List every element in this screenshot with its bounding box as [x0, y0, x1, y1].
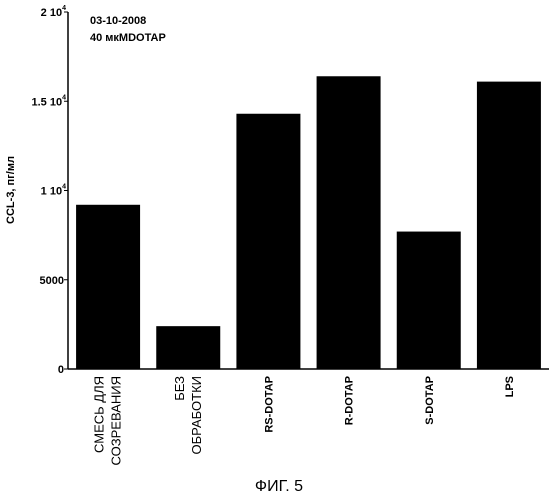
chart-annotation: 03-10-2008: [90, 15, 146, 27]
bar: [236, 114, 300, 369]
x-category-label: RS-DOTAP: [263, 376, 275, 433]
x-category-label: R-DOTAP: [344, 376, 356, 425]
y-axis-label: CCL-3, пг/мл: [5, 156, 17, 224]
bar: [477, 82, 541, 369]
bar: [317, 76, 381, 369]
x-category-label: ОБРАБОТКИ: [189, 376, 204, 454]
y-tick-label: 2 104: [41, 5, 66, 19]
y-tick-label: 1.5 104: [32, 94, 67, 108]
bar: [76, 205, 140, 369]
x-category-label: БЕЗ: [172, 376, 187, 401]
x-category-label: СМЕСЬ ДЛЯ: [92, 376, 107, 453]
y-tick-label: 5000: [40, 275, 64, 287]
chart-annotation: 40 мкМDOTAP: [90, 32, 166, 44]
x-category-label: LPS: [504, 376, 516, 397]
bar: [397, 232, 461, 369]
figure-caption: ФИГ. 5: [0, 478, 558, 496]
bar: [156, 326, 220, 369]
x-category-label: СОЗРЕВАНИЯ: [109, 376, 124, 465]
y-tick-label: 0: [58, 364, 64, 376]
x-category-label: S-DOTAP: [424, 376, 436, 425]
y-tick-label: 1 104: [41, 184, 66, 198]
